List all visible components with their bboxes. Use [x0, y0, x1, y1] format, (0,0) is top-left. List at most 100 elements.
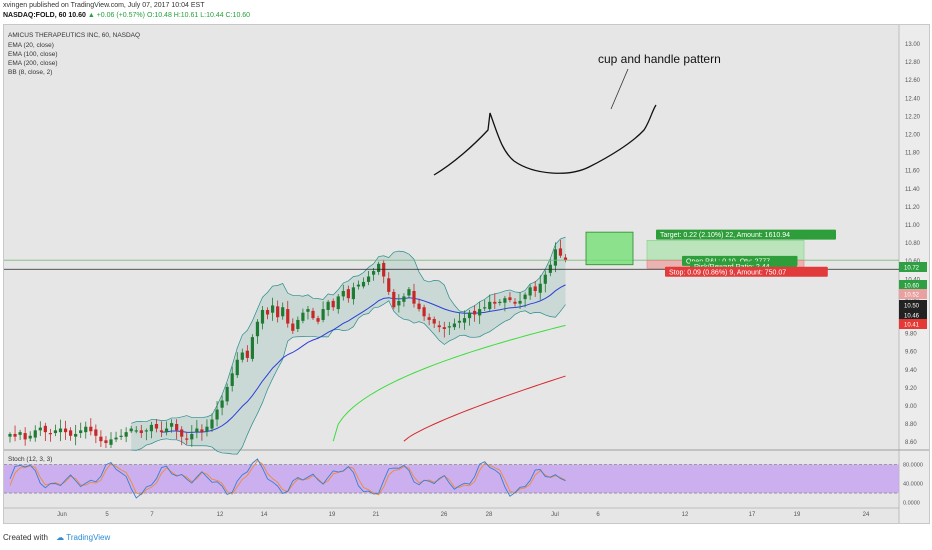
- bull-candle[interactable]: [543, 274, 547, 284]
- bear-candle[interactable]: [382, 262, 386, 277]
- bull-candle[interactable]: [28, 435, 32, 439]
- bull-candle[interactable]: [377, 263, 381, 272]
- bull-candle[interactable]: [220, 400, 224, 408]
- bull-candle[interactable]: [271, 305, 275, 313]
- bull-candle[interactable]: [407, 289, 411, 296]
- bull-candle[interactable]: [366, 276, 371, 282]
- bear-candle[interactable]: [493, 301, 497, 304]
- bull-candle[interactable]: [210, 419, 214, 429]
- bull-candle[interactable]: [225, 386, 229, 402]
- bear-candle[interactable]: [43, 425, 47, 433]
- bull-candle[interactable]: [447, 326, 451, 328]
- bear-candle[interactable]: [346, 289, 350, 299]
- bull-candle[interactable]: [119, 435, 123, 437]
- bull-candle[interactable]: [528, 287, 532, 296]
- bear-candle[interactable]: [331, 300, 335, 308]
- bull-candle[interactable]: [301, 312, 305, 321]
- bear-candle[interactable]: [558, 248, 563, 256]
- bear-candle[interactable]: [180, 429, 184, 437]
- bear-candle[interactable]: [417, 303, 421, 310]
- bear-candle[interactable]: [104, 440, 108, 444]
- bull-candle[interactable]: [462, 318, 467, 323]
- bull-candle[interactable]: [351, 287, 355, 300]
- bull-candle[interactable]: [336, 296, 340, 310]
- indicator-label[interactable]: EMA (100, close): [8, 51, 58, 58]
- bull-candle[interactable]: [114, 437, 118, 440]
- bull-candle[interactable]: [230, 373, 234, 386]
- bear-candle[interactable]: [422, 307, 426, 317]
- bear-candle[interactable]: [316, 318, 320, 322]
- bull-candle[interactable]: [457, 320, 462, 323]
- bull-candle[interactable]: [553, 249, 557, 266]
- bull-candle[interactable]: [397, 300, 401, 306]
- bull-candle[interactable]: [260, 309, 265, 324]
- indicator-label[interactable]: BB (8, close, 2): [8, 69, 52, 76]
- bull-candle[interactable]: [190, 433, 194, 440]
- bull-candle[interactable]: [518, 300, 522, 304]
- bear-candle[interactable]: [412, 290, 416, 304]
- bear-candle[interactable]: [291, 323, 295, 331]
- bull-candle[interactable]: [548, 264, 552, 273]
- bear-candle[interactable]: [442, 327, 446, 329]
- bull-candle[interactable]: [255, 321, 260, 337]
- bull-candle[interactable]: [538, 283, 542, 293]
- bear-candle[interactable]: [437, 325, 441, 328]
- bear-candle[interactable]: [392, 291, 396, 308]
- bear-candle[interactable]: [513, 301, 517, 304]
- bull-candle[interactable]: [503, 298, 507, 303]
- bear-candle[interactable]: [175, 424, 179, 431]
- indicator-label[interactable]: EMA (200, close): [8, 60, 58, 67]
- bull-candle[interactable]: [326, 301, 330, 310]
- bull-candle[interactable]: [341, 290, 345, 297]
- bear-candle[interactable]: [427, 317, 431, 320]
- bull-candle[interactable]: [250, 337, 254, 359]
- bull-candle[interactable]: [306, 309, 310, 312]
- author-name[interactable]: xvingen: [3, 2, 28, 9]
- bull-candle[interactable]: [467, 312, 472, 319]
- bear-candle[interactable]: [473, 310, 477, 315]
- bull-candle[interactable]: [124, 432, 128, 437]
- bull-candle[interactable]: [109, 439, 113, 445]
- bull-candle[interactable]: [18, 432, 22, 435]
- tradingview-logo[interactable]: ☁ TradingView: [56, 533, 111, 542]
- bull-candle[interactable]: [281, 307, 285, 317]
- bear-candle[interactable]: [159, 430, 164, 433]
- bull-candle[interactable]: [483, 307, 487, 309]
- bear-candle[interactable]: [276, 306, 280, 318]
- bear-candle[interactable]: [94, 429, 98, 436]
- bear-candle[interactable]: [139, 430, 143, 434]
- bull-candle[interactable]: [149, 424, 153, 432]
- bear-candle[interactable]: [13, 433, 17, 437]
- bull-candle[interactable]: [478, 309, 482, 316]
- bull-candle[interactable]: [58, 428, 63, 433]
- bear-candle[interactable]: [63, 428, 68, 433]
- bear-candle[interactable]: [508, 297, 512, 301]
- bull-candle[interactable]: [372, 271, 376, 275]
- bull-candle[interactable]: [361, 281, 366, 287]
- bull-candle[interactable]: [53, 430, 58, 434]
- bear-candle[interactable]: [185, 438, 189, 440]
- bull-candle[interactable]: [144, 430, 148, 432]
- bull-candle[interactable]: [134, 430, 138, 432]
- bull-candle[interactable]: [235, 359, 239, 376]
- bear-candle[interactable]: [311, 310, 315, 319]
- bull-candle[interactable]: [205, 426, 209, 432]
- bear-candle[interactable]: [154, 424, 159, 429]
- chart-canvas[interactable]: Target: 0.22 (2.10%) 22, Amount: 1610.94…: [4, 25, 929, 523]
- cup-handle-drawing[interactable]: [433, 104, 657, 176]
- bull-candle[interactable]: [402, 296, 406, 302]
- bull-candle[interactable]: [195, 428, 199, 433]
- bull-candle[interactable]: [356, 284, 361, 287]
- bear-candle[interactable]: [23, 433, 27, 440]
- bull-candle[interactable]: [488, 301, 492, 310]
- bull-candle[interactable]: [498, 301, 502, 304]
- chart-panel[interactable]: Target: 0.22 (2.10%) 22, Amount: 1610.94…: [3, 24, 930, 524]
- bear-candle[interactable]: [200, 429, 204, 433]
- bear-candle[interactable]: [245, 350, 249, 358]
- bear-candle[interactable]: [99, 436, 103, 442]
- bear-candle[interactable]: [48, 433, 52, 435]
- bull-candle[interactable]: [170, 423, 174, 427]
- bear-candle[interactable]: [265, 309, 270, 315]
- bull-candle[interactable]: [79, 430, 83, 434]
- bull-candle[interactable]: [74, 433, 78, 437]
